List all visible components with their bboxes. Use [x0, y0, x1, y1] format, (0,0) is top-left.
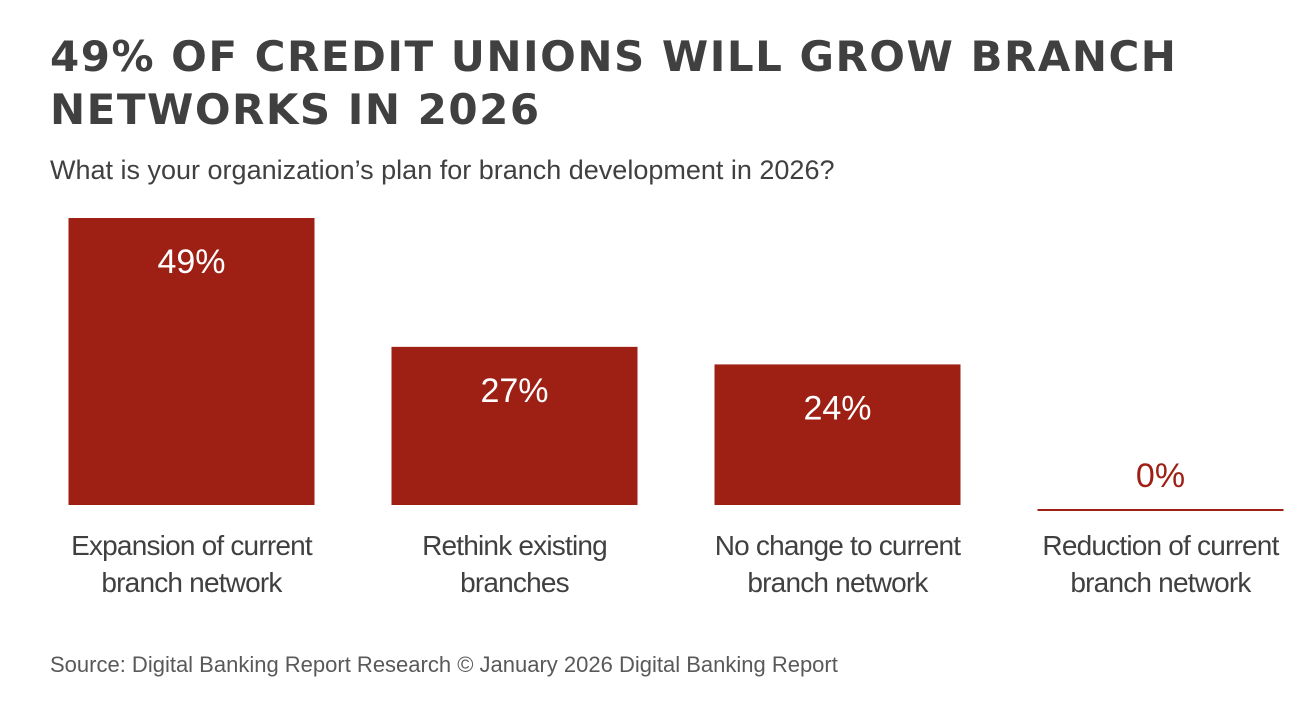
category-label: branch network [1070, 567, 1252, 598]
category-label: Reduction of current [1042, 530, 1279, 561]
category-label: Rethink existing [422, 530, 607, 561]
category-label: branch network [747, 567, 929, 598]
category-label: No change to current [715, 530, 962, 561]
data-label: 49% [157, 243, 225, 281]
bar [391, 346, 638, 505]
chart-title: 49% OF CREDIT UNIONS WILL GROW BRANCH NE… [50, 32, 1178, 134]
data-label: 27% [480, 372, 548, 410]
bar [68, 218, 315, 505]
bar [714, 364, 961, 505]
data-label: 0% [1136, 457, 1185, 495]
category-label: branches [460, 567, 569, 598]
data-label: 24% [803, 389, 871, 427]
bar-chart: 49% Expansion of current branch network 27%… [68, 218, 1284, 598]
chart-subtitle: What is your organization’s plan for bra… [50, 155, 835, 185]
source-note: Source: Digital Banking Report Research … [50, 652, 838, 677]
category-label: Expansion of current [71, 530, 313, 561]
category-label: branch network [101, 567, 283, 598]
